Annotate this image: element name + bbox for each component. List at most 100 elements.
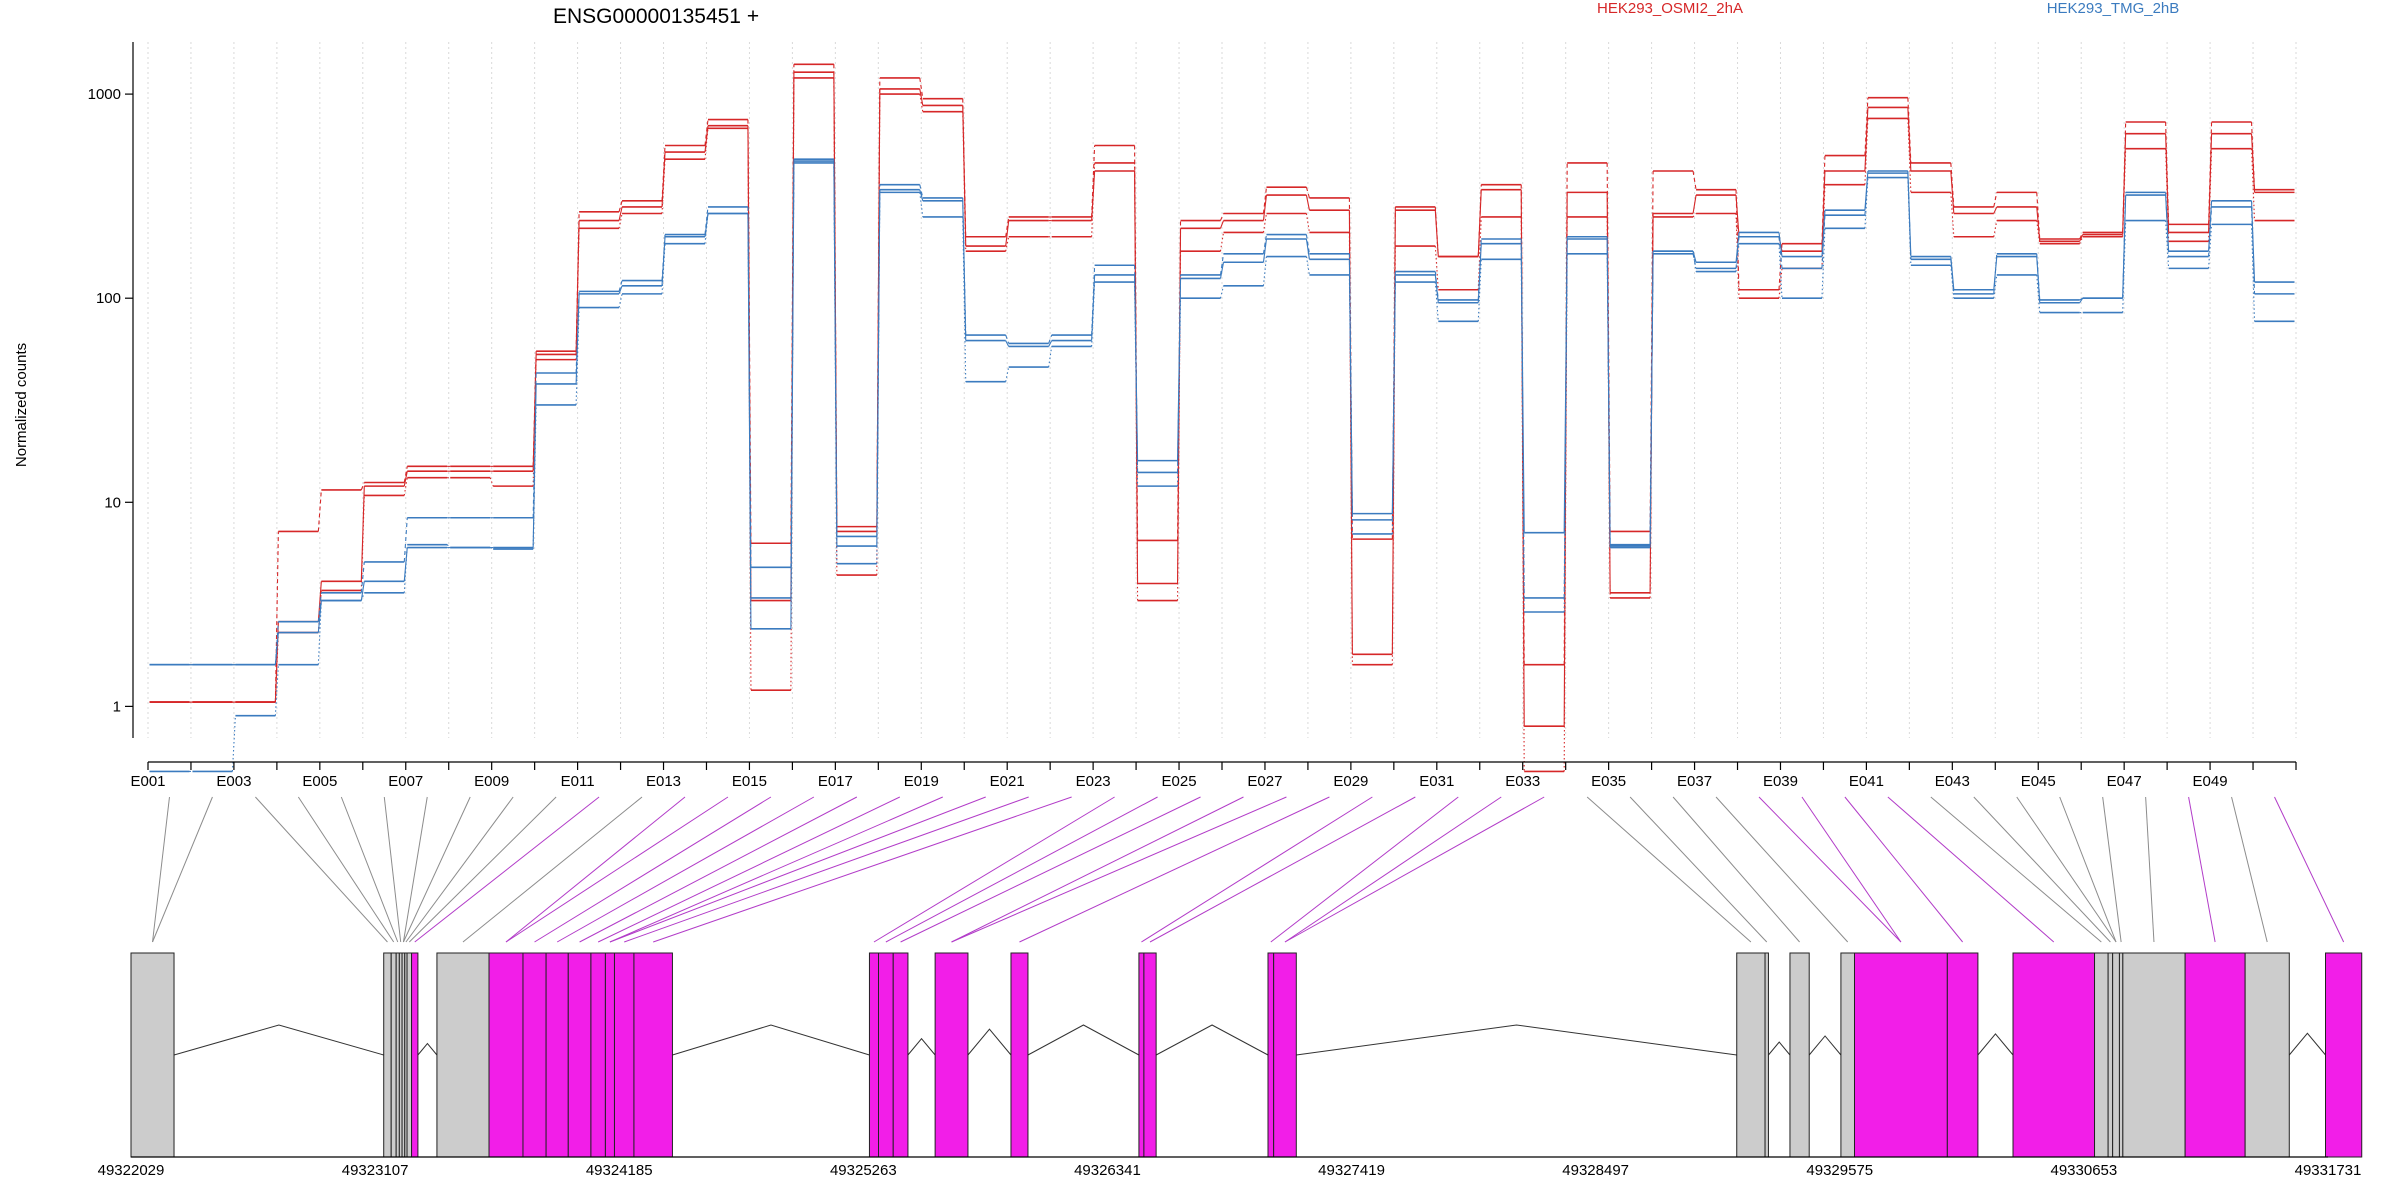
series-connector: [489, 547, 494, 550]
exon-box: [545, 952, 569, 1158]
exon-tick-label: E013: [646, 773, 681, 790]
exon-tick-label: E005: [302, 773, 337, 790]
exon-tick-label: E003: [216, 773, 251, 790]
series-connector: [2208, 121, 2213, 225]
exon-tick-label: E001: [130, 773, 165, 790]
exon-box: [868, 952, 880, 1158]
exon-connector: [255, 796, 388, 943]
genomic-tick-label: 49330653: [2051, 1162, 2118, 1179]
exon-box: [1138, 952, 1145, 1158]
series-connector: [1434, 271, 1439, 301]
series-connector: [1821, 155, 1826, 244]
series-connector: [1434, 246, 1439, 290]
series-connector: [1005, 216, 1010, 237]
series-connector: [1993, 192, 1998, 208]
genomic-tick-label: 49325263: [830, 1162, 897, 1179]
exon-connector: [505, 796, 729, 943]
series-connector: [747, 119, 752, 544]
exon-tick-label: E019: [904, 773, 939, 790]
series-connector: [575, 228, 580, 360]
series-connector: [2122, 220, 2127, 313]
exon-box: [406, 952, 413, 1158]
series-connector: [919, 88, 924, 106]
exon-connector: [1801, 796, 1902, 943]
series-connector: [1219, 253, 1225, 276]
exon-connector: [609, 796, 943, 943]
series-connector: [1692, 213, 1697, 218]
series-connector: [1993, 206, 1998, 214]
exon-box: [1840, 952, 1855, 1158]
intron-line: [1808, 1035, 1842, 1056]
series-connector: [661, 234, 666, 281]
series-connector: [618, 280, 623, 292]
series-connector: [1778, 268, 1783, 299]
y-axis-label: Normalized counts: [13, 343, 30, 467]
series-connector: [1005, 366, 1010, 382]
exon-box: [2122, 952, 2186, 1158]
intron-line: [2288, 1032, 2326, 1056]
exon-box: [1946, 952, 1979, 1158]
series-connector: [403, 471, 408, 487]
exon-connector: [408, 796, 557, 943]
exon-box: [383, 952, 392, 1158]
series-connector: [1262, 234, 1268, 254]
series-connector: [489, 477, 494, 487]
exon-connector: [653, 796, 1072, 943]
y-axis: 1 10 100 1000: [88, 42, 134, 738]
exon-box: [130, 952, 175, 1158]
series-connector: [1692, 251, 1697, 263]
exon-tick-label: E011: [561, 773, 595, 790]
exon-box: [411, 952, 419, 1158]
series-connector: [1005, 334, 1010, 344]
series-connector: [1606, 253, 1611, 548]
exon-tick-label: E021: [990, 773, 1025, 790]
exon-connector: [556, 796, 815, 943]
exon-box: [604, 952, 615, 1158]
exon-box: [1736, 952, 1766, 1158]
series-connector: [2079, 234, 2084, 242]
series-connector: [317, 592, 322, 622]
exon-box: [1267, 952, 1275, 1158]
y-tick-label: 100: [96, 290, 121, 307]
exon-connector: [873, 796, 1115, 943]
exon-tick-label: E049: [2193, 773, 2228, 790]
series-connector: [2036, 192, 2041, 240]
exon-tick-label: E041: [1849, 773, 1884, 790]
exon-connector: [1844, 796, 1964, 943]
series-connector: [2122, 148, 2127, 237]
series-connector: [317, 581, 322, 622]
series-connector: [1005, 340, 1010, 347]
series-connector: [919, 77, 924, 99]
series-connector: [403, 466, 408, 483]
exon-box: [2118, 952, 2124, 1158]
series-connector: [2208, 206, 2213, 257]
y-tick-label: 1000: [88, 86, 121, 103]
genomic-tick-label: 49326341: [1074, 1162, 1141, 1179]
series-connector: [317, 600, 322, 665]
series-connector: [1907, 107, 1912, 172]
exon-connector: [1758, 796, 1902, 943]
exon-box: [1853, 952, 1948, 1158]
series-connector: [317, 489, 322, 532]
exon-box: [522, 952, 547, 1158]
exon-connector: [402, 796, 471, 943]
series-connector: [1348, 274, 1353, 534]
series-connector: [704, 213, 709, 244]
series-connector: [1305, 187, 1310, 199]
exon-box: [2184, 952, 2246, 1158]
exon-connector: [505, 796, 686, 943]
genomic-tick-label: 49327419: [1318, 1162, 1385, 1179]
exon-tick-label: E037: [1677, 773, 1712, 790]
series-connector: [1907, 177, 1912, 266]
series-connector: [575, 211, 580, 352]
exon-connector: [1270, 796, 1459, 943]
exon-tick-label: E047: [2107, 773, 2142, 790]
series-connector: [1993, 220, 1998, 237]
series-connector: [2250, 121, 2256, 190]
series-connector: [360, 561, 365, 593]
exon-connector: [534, 796, 772, 943]
series-connector: [1219, 213, 1225, 221]
exon-tick-label: E007: [388, 773, 423, 790]
series-connector: [532, 404, 537, 550]
series-connector: [1907, 118, 1912, 193]
